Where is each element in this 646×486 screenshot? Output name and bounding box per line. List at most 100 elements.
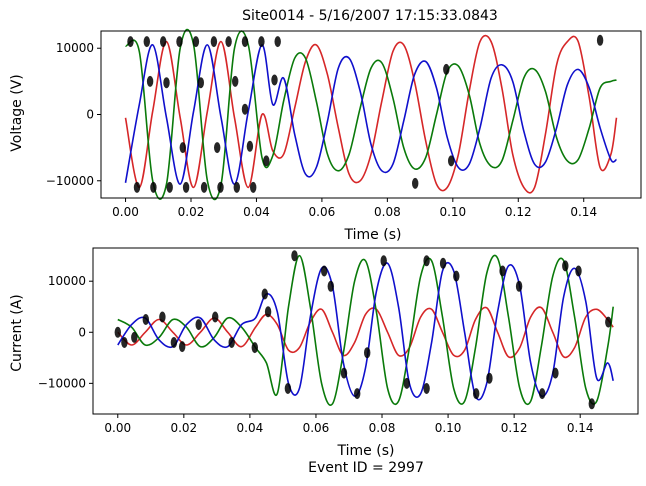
voltage-series-line-1 — [124, 34, 618, 194]
voltage-marker-15 — [241, 36, 249, 48]
voltage-x-axis-label: Time (s) — [344, 227, 402, 243]
current-x-tick-label: 0.04 — [237, 421, 264, 435]
voltage-marker-21 — [146, 75, 154, 87]
voltage-marker-14 — [233, 181, 240, 193]
current-marker-11 — [251, 342, 258, 354]
current-y-axis-label: Current (A) — [9, 294, 25, 372]
current-marker-1 — [114, 326, 122, 338]
current-marker-27 — [515, 280, 523, 292]
current-marker-16 — [327, 280, 334, 292]
current-marker-17 — [340, 367, 348, 379]
voltage-marker-24 — [197, 77, 204, 89]
current-marker-18 — [354, 388, 361, 400]
current-marker-8 — [195, 319, 202, 331]
current-marker-30 — [562, 260, 569, 272]
voltage-marker-8 — [182, 181, 190, 193]
voltage-marker-11 — [210, 36, 218, 48]
voltage-marker-1 — [127, 36, 134, 48]
current-marker-22 — [439, 257, 447, 269]
current-marker-23 — [453, 270, 460, 282]
current-x-tick-label: 0.00 — [104, 421, 131, 435]
figure-title: Site0014 - 5/16/2007 17:15:33.0843 — [242, 8, 498, 24]
current-series-line-2 — [117, 254, 614, 406]
current-marker-10 — [228, 337, 235, 348]
voltage-x-tick-label: 0.08 — [374, 205, 401, 219]
current-marker-15 — [321, 265, 328, 277]
current-marker-24 — [473, 388, 480, 400]
voltage-series-line-2 — [124, 28, 617, 201]
current-marker-20 — [403, 377, 410, 389]
current-x-tick-label: 0.14 — [567, 421, 594, 435]
current-y-tick-label: −10000 — [38, 376, 86, 390]
voltage-marker-20 — [448, 155, 455, 167]
current-x-tick-label: 0.10 — [435, 421, 462, 435]
voltage-marker-9 — [192, 36, 200, 48]
current-marker-12 — [261, 288, 268, 300]
current-marker-19 — [380, 255, 387, 267]
current-marker-32 — [588, 398, 595, 410]
voltage-y-axis-label: Voltage (V) — [9, 74, 25, 151]
voltage-series-line-3 — [124, 44, 617, 185]
event-id-label: Event ID = 2997 — [308, 460, 424, 476]
current-y-tick-label: 10000 — [48, 274, 86, 288]
voltage-x-tick-label: 0.06 — [309, 205, 336, 219]
voltage-x-tick-label: 0.02 — [178, 205, 205, 219]
voltage-marker-4 — [150, 181, 157, 193]
current-marker-28 — [539, 388, 546, 400]
voltage-marker-18 — [274, 36, 281, 48]
current-marker-13 — [291, 250, 298, 262]
current-marker-29 — [552, 367, 559, 379]
current-x-tick-label: 0.02 — [170, 421, 197, 435]
current-x-tick-label: 0.12 — [501, 421, 528, 435]
voltage-y-tick-label: −10000 — [46, 174, 94, 188]
voltage-marker-29 — [271, 74, 278, 86]
voltage-marker-26 — [232, 75, 239, 87]
voltage-x-tick-label: 0.14 — [570, 205, 597, 219]
voltage-marker-31 — [596, 34, 604, 46]
current-marker-21 — [423, 383, 430, 394]
voltage-x-tick-label: 0.12 — [505, 205, 532, 219]
current-marker-36 — [364, 347, 371, 359]
voltage-chart: Voltage (V) Time (s) 0.00 0.02 0.04 0.06 0.0… — [9, 28, 642, 243]
current-marker-26 — [499, 265, 506, 277]
voltage-y-tick-label: 0 — [86, 108, 94, 122]
current-marker-34 — [264, 306, 272, 318]
current-x-tick-label: 0.08 — [369, 421, 396, 435]
voltage-marker-13 — [225, 36, 232, 48]
voltage-marker-19 — [412, 177, 419, 189]
current-plot-frame — [92, 247, 639, 415]
voltage-marker-3 — [143, 36, 150, 48]
voltage-marker-10 — [200, 181, 208, 193]
current-marker-25 — [486, 372, 493, 384]
current-y-tick-label: 0 — [78, 325, 86, 339]
current-chart: Current (A) Time (s) 0.00 0.02 0.04 0.06 0.0… — [9, 247, 639, 459]
voltage-marker-23 — [179, 142, 186, 154]
current-marker-7 — [179, 341, 186, 353]
current-marker-9 — [212, 311, 219, 323]
voltage-marker-2 — [133, 181, 141, 193]
voltage-marker-7 — [176, 36, 183, 48]
voltage-marker-28 — [263, 155, 270, 167]
voltage-marker-16 — [250, 181, 257, 193]
voltage-x-tick-label: 0.04 — [243, 205, 270, 219]
voltage-x-tick-label: 0.00 — [112, 205, 139, 219]
current-marker-2 — [121, 337, 128, 348]
current-x-axis-label: Time (s) — [337, 443, 395, 459]
voltage-marker-30 — [443, 63, 450, 75]
current-marker-5 — [159, 311, 166, 323]
current-marker-3 — [131, 331, 138, 343]
voltage-marker-27 — [246, 140, 254, 152]
voltage-marker-12 — [217, 181, 224, 193]
voltage-x-tick-label: 0.10 — [439, 205, 466, 219]
voltage-marker-5 — [160, 36, 167, 48]
voltage-marker-32 — [241, 103, 249, 115]
current-marker-33 — [605, 316, 612, 328]
voltage-marker-22 — [163, 77, 170, 89]
voltage-y-tick-label: 10000 — [56, 41, 94, 55]
current-x-tick-label: 0.06 — [303, 421, 330, 435]
current-marker-6 — [170, 337, 178, 348]
current-marker-35 — [423, 255, 430, 267]
current-series-line-3 — [117, 261, 614, 401]
current-marker-31 — [575, 265, 582, 277]
